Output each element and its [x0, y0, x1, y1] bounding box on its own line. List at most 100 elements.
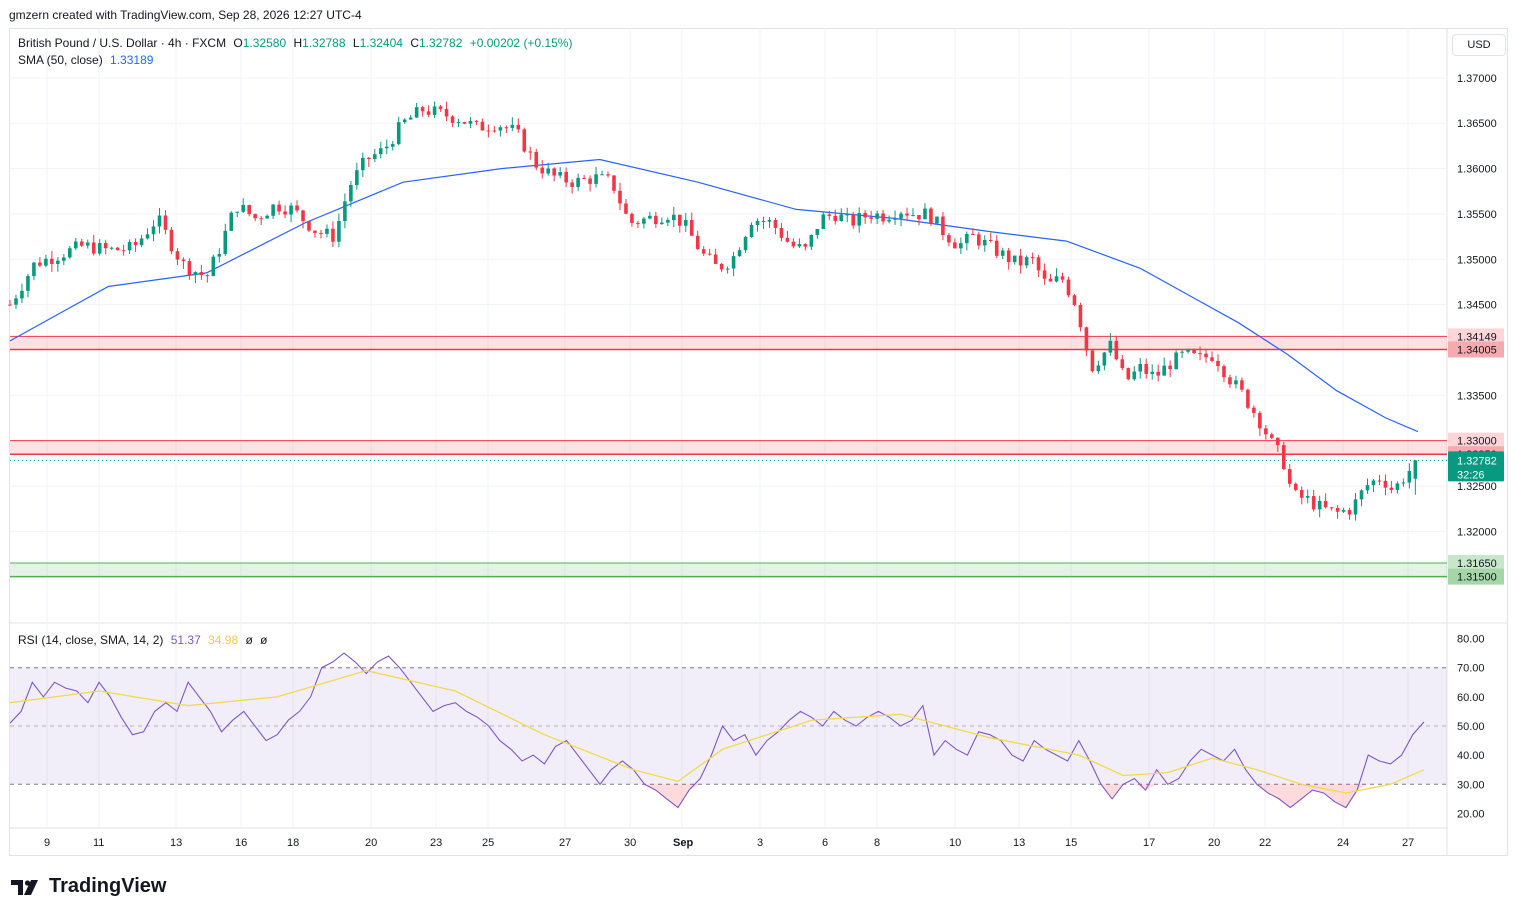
candle-body: [235, 211, 240, 213]
rsi-legend[interactable]: RSI (14, close, SMA, 14, 2) 51.37 34.98 …: [18, 633, 272, 647]
rsi-extra-1: ø: [245, 633, 253, 647]
candle-body: [301, 210, 305, 222]
candle-body: [337, 221, 341, 242]
candle-body: [976, 234, 981, 246]
candle-body: [1030, 257, 1035, 259]
brand-name: TradingView: [49, 875, 167, 897]
candle-body: [1084, 327, 1089, 351]
date-axis-tick: 20: [1208, 837, 1220, 849]
candle-body: [821, 214, 826, 230]
candle-body: [857, 212, 861, 226]
candle-body: [468, 120, 473, 124]
price-axis-tick: 1.37000: [1457, 73, 1497, 85]
candle-body: [1162, 365, 1166, 376]
date-axis-tick: Sep: [673, 837, 693, 849]
candle-body: [905, 213, 909, 216]
candle-body: [1359, 490, 1364, 500]
candle-body: [367, 157, 371, 160]
candle-body: [504, 127, 509, 129]
candle-body: [779, 227, 784, 238]
candle-body: [169, 229, 174, 252]
candle-body: [1168, 365, 1172, 370]
candle-body: [1120, 359, 1125, 369]
rsi-oversold-fill: [1334, 784, 1346, 808]
candle-body: [594, 174, 598, 184]
open-value: O1.32580: [233, 36, 287, 50]
candle-body: [1401, 482, 1406, 484]
candle-body: [965, 233, 969, 244]
candle-body: [875, 213, 879, 219]
candle-body: [1258, 412, 1262, 429]
candle-body: [289, 205, 293, 215]
candle-body: [1299, 489, 1304, 498]
resistance-zone-price-label-bg: [1448, 341, 1504, 358]
price-axis-tick: 1.36000: [1457, 164, 1497, 176]
candle-body: [1072, 295, 1077, 305]
candle-body: [343, 201, 347, 222]
candle-body: [773, 219, 778, 228]
candle-body: [1078, 304, 1083, 328]
rsi-oversold-fill: [1323, 784, 1335, 802]
candle-body: [175, 251, 180, 260]
candle-body: [576, 177, 580, 187]
candle-body: [163, 215, 168, 230]
candle-body: [827, 214, 832, 216]
candle-body: [552, 168, 556, 176]
date-axis-tick: 22: [1259, 837, 1271, 849]
candle-body: [1204, 353, 1208, 358]
candle-body: [570, 182, 574, 187]
currency-button[interactable]: USD: [1452, 34, 1506, 56]
symbol-title[interactable]: British Pound / U.S. Dollar · 4h · FXCM: [18, 36, 227, 50]
tradingview-brand: TradingView: [11, 875, 166, 898]
price-axis-tick: 1.34500: [1457, 300, 1497, 312]
price-axis-tick: 1.32000: [1457, 526, 1497, 538]
date-axis-tick: 20: [365, 837, 377, 849]
candle-body: [582, 177, 586, 179]
bar-countdown-label: 32:26: [1457, 469, 1485, 481]
candle-body: [1066, 279, 1071, 296]
candle-body: [402, 119, 407, 123]
candle-body: [1132, 371, 1137, 380]
candle-body: [331, 228, 335, 242]
candle-body: [1371, 480, 1376, 486]
rsi-oversold-fill: [1279, 784, 1291, 808]
sma-legend[interactable]: SMA (50, close) 1.33189: [18, 53, 157, 67]
candle-body: [1192, 349, 1196, 354]
candle-body: [211, 256, 216, 277]
candle-body: [1198, 353, 1202, 355]
rsi-axis-tick: 70.00: [1457, 663, 1485, 675]
date-axis-tick: 6: [822, 837, 828, 849]
candle-body: [767, 219, 772, 222]
candle-body: [193, 272, 198, 276]
candle-body: [869, 217, 873, 219]
candle-body: [115, 247, 120, 251]
resistance-zone-price-label: 1.33000: [1457, 436, 1497, 448]
candle-body: [636, 222, 640, 224]
candle-body: [1329, 507, 1334, 509]
candle-body: [642, 218, 646, 224]
candle-body: [50, 258, 54, 264]
candle-body: [528, 151, 533, 153]
candle-body: [618, 190, 622, 204]
rsi-line: [9, 652, 1425, 809]
candle-body: [887, 219, 891, 222]
candle-body: [851, 214, 856, 226]
price-axis-tick: 1.35000: [1457, 254, 1497, 266]
rsi-oversold-fill: [689, 784, 701, 791]
candle-body: [79, 241, 84, 246]
candle-body: [737, 250, 742, 257]
candle-body: [1353, 499, 1358, 515]
candle-body: [271, 204, 275, 216]
candle-body: [474, 120, 479, 122]
candle-body: [1156, 371, 1160, 376]
candle-body: [44, 258, 48, 266]
candle-body: [1323, 500, 1328, 508]
candle-body: [1144, 363, 1149, 374]
candle-body: [982, 240, 987, 246]
candle-body: [1222, 366, 1226, 378]
candle-body: [1234, 380, 1238, 385]
candle-body: [384, 146, 389, 149]
resistance-zone: [10, 336, 1447, 350]
candle-body: [462, 122, 467, 124]
